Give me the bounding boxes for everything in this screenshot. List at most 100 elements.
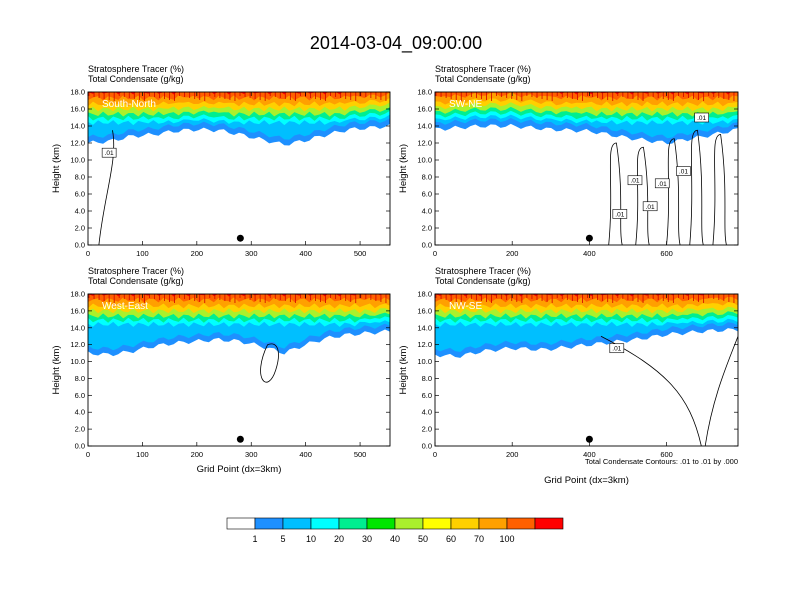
y-tick-label: 6.0 bbox=[422, 190, 432, 199]
colorbar-swatch bbox=[394, 517, 424, 530]
x-tick-label: 200 bbox=[506, 450, 519, 459]
y-tick-label: 8.0 bbox=[422, 374, 432, 383]
x-tick-label: 200 bbox=[506, 249, 519, 258]
panel-header-condensate: Total Condensate (g/kg) bbox=[435, 276, 531, 286]
contour-label-box bbox=[101, 147, 117, 158]
condensate-contour bbox=[98, 130, 115, 245]
y-tick-label: 18.0 bbox=[417, 290, 432, 299]
x-tick-label: 0 bbox=[433, 450, 437, 459]
y-tick-label: 0.0 bbox=[422, 241, 432, 250]
panel-0: .01 South-North Stratosphere Tracer (%)Tot… bbox=[51, 64, 391, 258]
y-axis-label: Height (km) bbox=[51, 144, 62, 193]
colorbar-label: 5 bbox=[280, 534, 285, 544]
y-axis-label: Height (km) bbox=[398, 144, 409, 193]
y-tick-label: 10.0 bbox=[417, 156, 432, 165]
panel-label: NW-SE bbox=[449, 301, 482, 312]
panel-label: SW-NE bbox=[449, 99, 482, 110]
contour-label: .01 bbox=[615, 211, 624, 218]
plot-area bbox=[88, 92, 390, 245]
y-axis-label: Height (km) bbox=[398, 345, 409, 394]
panel-label: West-East bbox=[102, 301, 148, 312]
panel-1: .01 .01 .01 .01 .01 .01 SW-NE Stratosphere Trac… bbox=[398, 64, 739, 258]
panel-2: West-East Stratosphere Tracer (%)Total Co… bbox=[51, 266, 391, 475]
terrain-marker bbox=[585, 435, 593, 443]
x-tick-label: 400 bbox=[583, 249, 596, 258]
contour-label: .01 bbox=[646, 204, 655, 211]
colorbar-label: 100 bbox=[499, 534, 514, 544]
contour-label-box bbox=[676, 166, 691, 176]
x-tick-label: 400 bbox=[299, 450, 312, 459]
y-tick-label: 14.0 bbox=[70, 323, 85, 332]
x-tick-label: 200 bbox=[191, 249, 204, 258]
y-tick-label: 12.0 bbox=[70, 340, 85, 349]
x-tick-label: 100 bbox=[136, 249, 149, 258]
condensate-contour bbox=[608, 142, 623, 245]
colorbar-swatch bbox=[450, 517, 480, 530]
colorbar-label: 10 bbox=[306, 534, 316, 544]
x-tick-label: 100 bbox=[136, 450, 149, 459]
y-tick-label: 14.0 bbox=[70, 122, 85, 131]
contour-label-box bbox=[642, 201, 658, 212]
plot-frame bbox=[434, 91, 739, 246]
y-tick-label: 4.0 bbox=[75, 207, 85, 216]
tracer-band-1 bbox=[88, 92, 390, 101]
x-tick-label: 600 bbox=[660, 450, 673, 459]
colorbar-label: 70 bbox=[474, 534, 484, 544]
plot-area bbox=[435, 294, 738, 446]
panel-label: South-North bbox=[102, 99, 156, 110]
y-tick-label: 10.0 bbox=[70, 156, 85, 165]
y-tick-label: 2.0 bbox=[75, 224, 85, 233]
contour-label-box bbox=[694, 112, 709, 123]
contour-label-box bbox=[654, 178, 670, 189]
terrain-marker bbox=[585, 234, 593, 242]
colorbar-swatch bbox=[226, 517, 256, 530]
x-tick-label: 0 bbox=[433, 249, 437, 258]
y-tick-label: 12.0 bbox=[417, 340, 432, 349]
colorbar-swatch bbox=[478, 517, 508, 530]
contour-label-box bbox=[612, 209, 628, 219]
colorbar-label: 40 bbox=[390, 534, 400, 544]
x-tick-label: 400 bbox=[583, 450, 596, 459]
colorbar: 1 5 10 20 30 40 50 60 70 100 bbox=[226, 517, 564, 544]
y-tick-label: 8.0 bbox=[422, 173, 432, 182]
y-tick-label: 10.0 bbox=[417, 357, 432, 366]
panel-header-tracer: Stratosphere Tracer (%) bbox=[435, 64, 531, 74]
y-tick-label: 6.0 bbox=[75, 190, 85, 199]
y-tick-label: 14.0 bbox=[417, 122, 432, 131]
contour-label: .01 bbox=[105, 150, 114, 157]
plot-area bbox=[435, 92, 738, 245]
condensate-contour bbox=[689, 129, 704, 245]
colorbar-swatch bbox=[310, 517, 340, 530]
y-tick-label: 2.0 bbox=[75, 425, 85, 434]
panel-header-tracer: Stratosphere Tracer (%) bbox=[88, 64, 184, 74]
tracer-band-1 bbox=[435, 92, 738, 101]
y-tick-label: 8.0 bbox=[75, 374, 85, 383]
colorbar-swatch bbox=[282, 517, 312, 530]
y-tick-label: 10.0 bbox=[70, 357, 85, 366]
y-tick-label: 16.0 bbox=[70, 105, 85, 114]
contour-label: .01 bbox=[658, 181, 667, 188]
x-tick-label: 500 bbox=[354, 249, 367, 258]
x-tick-label: 200 bbox=[191, 450, 204, 459]
y-axis-label: Height (km) bbox=[51, 345, 62, 394]
plot-frame bbox=[87, 293, 391, 447]
y-tick-label: 6.0 bbox=[75, 391, 85, 400]
y-tick-label: 14.0 bbox=[417, 323, 432, 332]
y-tick-label: 16.0 bbox=[70, 306, 85, 315]
y-tick-label: 2.0 bbox=[422, 425, 432, 434]
contour-footnote: Total Condensate Contours: .01 to .01 by… bbox=[585, 457, 738, 466]
colorbar-label: 20 bbox=[334, 534, 344, 544]
x-tick-label: 500 bbox=[354, 450, 367, 459]
y-tick-label: 6.0 bbox=[422, 391, 432, 400]
y-tick-label: 16.0 bbox=[417, 105, 432, 114]
colorbar-label: 1 bbox=[252, 534, 257, 544]
condensate-contour bbox=[635, 146, 650, 245]
y-tick-label: 12.0 bbox=[417, 139, 432, 148]
colorbar-swatch bbox=[366, 517, 396, 530]
y-tick-label: 8.0 bbox=[75, 173, 85, 182]
y-tick-label: 18.0 bbox=[417, 88, 432, 97]
colorbar-swatch bbox=[422, 517, 452, 530]
x-tick-label: 400 bbox=[299, 249, 312, 258]
y-tick-label: 16.0 bbox=[417, 306, 432, 315]
